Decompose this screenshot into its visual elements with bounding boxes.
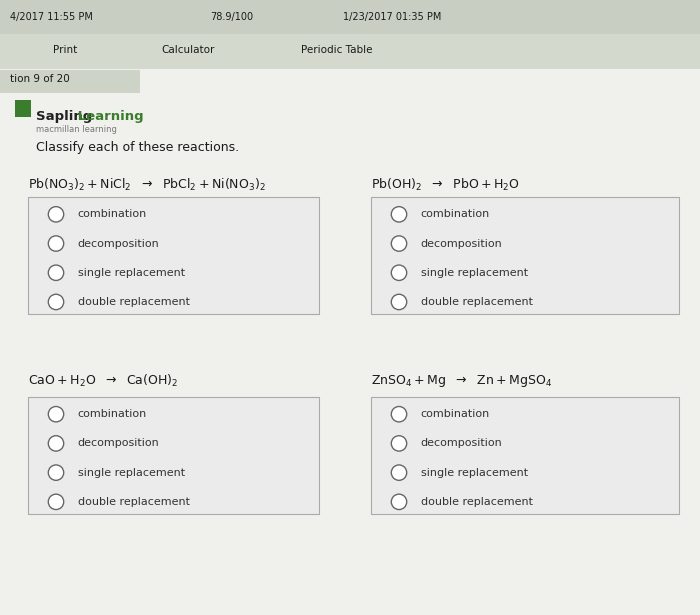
Text: $\mathregular{Pb(NO_3)_2 + NiCl_2}$  $\rightarrow$  $\mathregular{PbCl_2 + Ni(NO: $\mathregular{Pb(NO_3)_2 + NiCl_2}$ $\ri… bbox=[28, 177, 266, 192]
Text: double replacement: double replacement bbox=[421, 497, 533, 507]
Text: decomposition: decomposition bbox=[421, 438, 503, 448]
Text: double replacement: double replacement bbox=[78, 297, 190, 307]
Ellipse shape bbox=[48, 494, 64, 510]
Text: tion 9 of 20: tion 9 of 20 bbox=[10, 74, 70, 84]
Ellipse shape bbox=[391, 407, 407, 422]
Text: Calculator: Calculator bbox=[161, 46, 214, 55]
Ellipse shape bbox=[391, 294, 407, 310]
Ellipse shape bbox=[48, 207, 64, 222]
FancyBboxPatch shape bbox=[0, 0, 700, 34]
Ellipse shape bbox=[391, 207, 407, 222]
Text: combination: combination bbox=[421, 209, 490, 220]
Ellipse shape bbox=[391, 435, 407, 451]
Ellipse shape bbox=[391, 465, 407, 480]
Text: single replacement: single replacement bbox=[421, 467, 528, 478]
Text: combination: combination bbox=[78, 409, 147, 419]
Text: Classify each of these reactions.: Classify each of these reactions. bbox=[36, 141, 239, 154]
Text: combination: combination bbox=[421, 409, 490, 419]
Text: decomposition: decomposition bbox=[421, 239, 503, 248]
Text: double replacement: double replacement bbox=[421, 297, 533, 307]
Ellipse shape bbox=[48, 465, 64, 480]
FancyBboxPatch shape bbox=[15, 100, 31, 117]
FancyBboxPatch shape bbox=[28, 197, 318, 314]
FancyBboxPatch shape bbox=[28, 397, 318, 514]
Text: Sapling: Sapling bbox=[36, 110, 92, 124]
Ellipse shape bbox=[48, 294, 64, 310]
Text: $\mathregular{Pb(OH)_2}$  $\rightarrow$  $\mathregular{PbO + H_2O}$: $\mathregular{Pb(OH)_2}$ $\rightarrow$ $… bbox=[371, 177, 520, 192]
Text: macmillan learning: macmillan learning bbox=[36, 125, 118, 133]
Text: Print: Print bbox=[52, 46, 77, 55]
FancyBboxPatch shape bbox=[0, 70, 140, 93]
Ellipse shape bbox=[48, 265, 64, 280]
FancyBboxPatch shape bbox=[0, 34, 700, 69]
FancyBboxPatch shape bbox=[371, 197, 679, 314]
Ellipse shape bbox=[48, 236, 64, 252]
Ellipse shape bbox=[48, 435, 64, 451]
FancyBboxPatch shape bbox=[371, 397, 679, 514]
Ellipse shape bbox=[391, 494, 407, 510]
Text: 4/2017 11:55 PM: 4/2017 11:55 PM bbox=[10, 12, 93, 22]
Text: 78.9/100: 78.9/100 bbox=[210, 12, 253, 22]
FancyBboxPatch shape bbox=[0, 93, 700, 615]
Text: combination: combination bbox=[78, 209, 147, 220]
Text: single replacement: single replacement bbox=[78, 268, 185, 278]
Ellipse shape bbox=[48, 407, 64, 422]
Text: decomposition: decomposition bbox=[78, 239, 160, 248]
Ellipse shape bbox=[391, 265, 407, 280]
Text: decomposition: decomposition bbox=[78, 438, 160, 448]
Text: $\mathregular{ZnSO_4 + Mg}$  $\rightarrow$  $\mathregular{Zn + MgSO_4}$: $\mathregular{ZnSO_4 + Mg}$ $\rightarrow… bbox=[371, 373, 552, 389]
Ellipse shape bbox=[391, 236, 407, 252]
Text: single replacement: single replacement bbox=[78, 467, 185, 478]
Text: $\mathregular{CaO + H_2O}$  $\rightarrow$  $\mathregular{Ca(OH)_2}$: $\mathregular{CaO + H_2O}$ $\rightarrow$… bbox=[28, 373, 178, 389]
Text: Learning: Learning bbox=[73, 110, 144, 124]
Text: Periodic Table: Periodic Table bbox=[301, 46, 372, 55]
Text: double replacement: double replacement bbox=[78, 497, 190, 507]
Text: single replacement: single replacement bbox=[421, 268, 528, 278]
Text: 1/23/2017 01:35 PM: 1/23/2017 01:35 PM bbox=[343, 12, 442, 22]
